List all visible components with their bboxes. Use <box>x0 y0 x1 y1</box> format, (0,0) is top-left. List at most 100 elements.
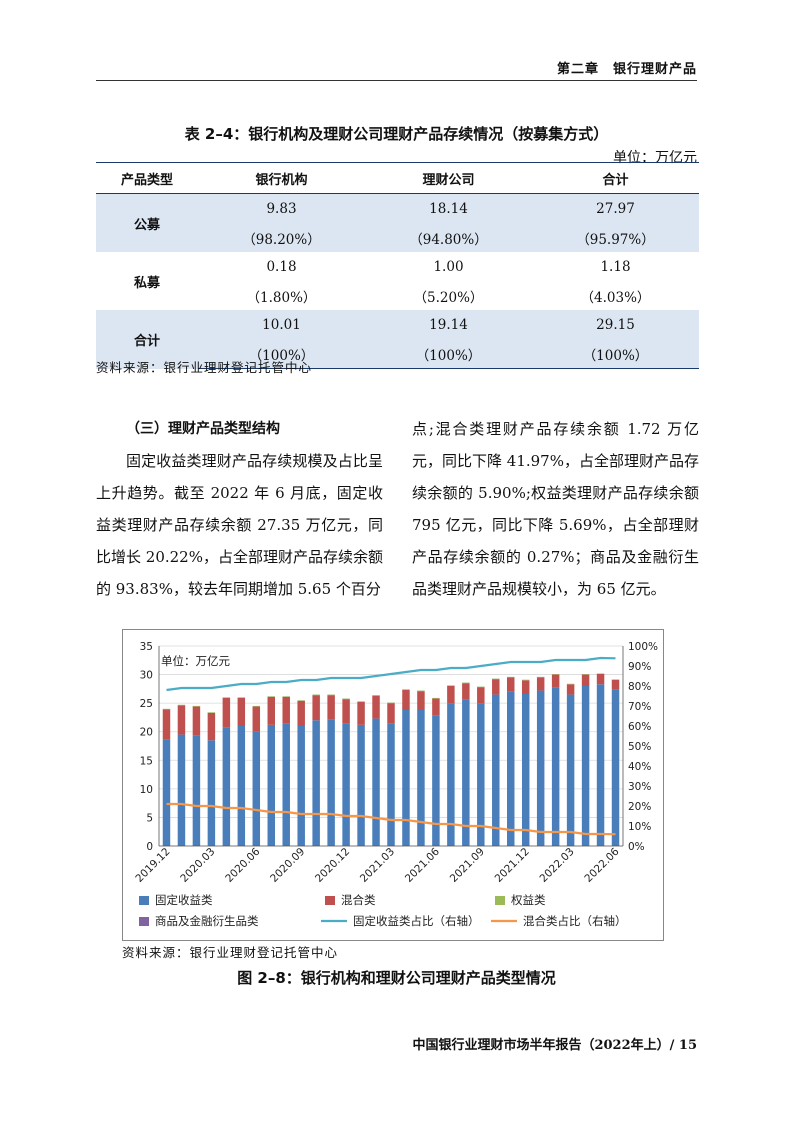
cell-percent: （100%） <box>365 339 532 369</box>
page-footer: 中国银行业理财市场半年报告（2022年上）/ 15 <box>412 1038 697 1053</box>
y-tick-label-right: 10% <box>628 821 651 833</box>
legend-label: 固定收益类 <box>155 893 213 907</box>
bar-权益类 <box>417 690 425 692</box>
bar-权益类 <box>521 679 530 681</box>
bar-固定收益类 <box>207 740 216 846</box>
bar-固定收益类 <box>462 699 470 846</box>
y-tick-label-right: 70% <box>628 701 651 713</box>
bar-权益类 <box>297 700 305 701</box>
table-header-cell: 理财公司 <box>365 162 532 194</box>
bar-混合类 <box>222 698 231 728</box>
bar-权益类 <box>492 678 500 680</box>
bar-混合类 <box>402 690 410 710</box>
cell-percent: （5.20%） <box>413 289 484 306</box>
y-tick-label-left: 5 <box>146 812 153 824</box>
bar-固定收益类 <box>357 724 365 846</box>
x-tick: 2021.09 <box>448 846 487 885</box>
y-tick-label-left: 15 <box>140 755 153 767</box>
x-tick-label: 2021.09 <box>448 846 487 885</box>
y-tick-label-left: 20 <box>140 727 153 739</box>
y-tick-label-left: 25 <box>140 698 153 710</box>
row-label: 私募 <box>133 275 160 291</box>
bar-固定收益类 <box>596 684 605 846</box>
x-tick-label: 2021.06 <box>403 845 442 884</box>
table-row: 公募 9.83 18.14 27.97 <box>96 193 699 252</box>
cell-percent: （98.20%） <box>198 223 365 252</box>
bar-权益类 <box>162 708 171 710</box>
body-paragraph: 固定收益类理财产品存续规模及占比呈上升趋势。截至 2022 年 6 月底，固定收… <box>96 452 383 598</box>
cell-percent: （1.80%） <box>246 289 317 306</box>
chart-frame: 0 5 10 15 20 25 30 35 0% 10% 20% 30% 40% 50% 60% 70% 80%… <box>122 629 664 941</box>
cell-value: 19.14 <box>365 310 532 339</box>
x-tick-label: 2019.12 <box>133 846 172 885</box>
row-label: 公募 <box>96 193 198 252</box>
bar-混合类 <box>536 677 545 691</box>
bar-混合类 <box>267 696 275 725</box>
bar-固定收益类 <box>372 718 380 846</box>
x-tick: 2022.03 <box>538 846 577 885</box>
cell-value: 0.18 <box>266 258 297 275</box>
bar-混合类 <box>162 709 171 740</box>
y-tick-label-right: 100% <box>628 641 658 653</box>
product-type-chart: 0 5 10 15 20 25 30 35 0% 10% 20% 30% 40% 50% 60% 70% 80%… <box>133 641 658 928</box>
x-tick-label: 2021.12 <box>493 846 532 885</box>
bar-固定收益类 <box>432 715 440 846</box>
cell-value: 1.18 <box>600 258 631 275</box>
x-tick: 2022.06 <box>582 845 621 884</box>
bar-固定收益类 <box>507 691 515 846</box>
bar-固定收益类 <box>222 727 231 846</box>
y-tick-label-left: 0 <box>146 841 153 853</box>
bar-权益类 <box>312 694 320 696</box>
legend-label: 混合类 <box>341 893 376 907</box>
chapter-header: 第二章 银行理财产品 <box>556 62 697 77</box>
section-subheading: （三）理财产品类型结构 <box>126 421 280 437</box>
legend-swatch <box>325 896 335 905</box>
bar-权益类 <box>252 706 261 707</box>
bar-固定收益类 <box>162 739 171 846</box>
text-column-left: （三）理财产品类型结构 固定收益类理财产品存续规模及占比呈上升趋势。截至 202… <box>96 413 383 605</box>
x-tick: 2019.12 <box>133 846 172 885</box>
cell-value: 29.15 <box>532 310 699 339</box>
x-tick: 2020.09 <box>268 846 307 885</box>
x-tick-label: 2020.09 <box>268 846 307 885</box>
x-tick: 2021.03 <box>358 846 397 885</box>
cell-percent: （100%） <box>532 339 699 369</box>
bar-固定收益类 <box>267 724 275 846</box>
bar-混合类 <box>596 674 605 685</box>
row-label: 合计 <box>96 310 198 369</box>
line-混合类占比（右轴） <box>166 802 616 836</box>
cell-value: 1.00 <box>433 258 464 275</box>
x-tick-label: 2020.06 <box>223 845 262 884</box>
bar-固定收益类 <box>492 694 500 846</box>
x-tick-label: 2022.03 <box>538 846 577 885</box>
y-tick-label-right: 90% <box>628 661 651 673</box>
bar-固定收益类 <box>192 735 201 846</box>
legend-label: 固定收益类占比（右轴） <box>353 914 480 928</box>
bar-固定收益类 <box>402 710 410 846</box>
bar-固定收益类 <box>387 723 395 846</box>
bar-权益类 <box>462 682 470 684</box>
x-tick-label: 2020.12 <box>313 846 352 885</box>
bar-权益类 <box>432 698 440 699</box>
bar-权益类 <box>387 702 395 704</box>
bar-混合类 <box>237 698 246 726</box>
table-source: 资料来源：银行业理财登记托管中心 <box>96 360 313 375</box>
x-tick-label: 2021.03 <box>358 846 397 885</box>
legend-label: 混合类占比（右轴） <box>523 914 627 928</box>
chart-source: 资料来源：银行业理财登记托管中心 <box>122 945 339 960</box>
y-tick-label-left: 10 <box>140 784 153 796</box>
bar-混合类 <box>432 698 440 716</box>
bars <box>162 673 620 846</box>
bar-混合类 <box>581 674 590 686</box>
y-tick-label-right: 20% <box>628 801 651 813</box>
y-tick-label-right: 60% <box>628 721 651 733</box>
body-paragraph: 点;混合类理财产品存续余额 1.72 万亿元，同比下降 41.97%，占全部理财… <box>412 420 699 598</box>
table-header-row: 产品类型 银行机构 理财公司 合计 <box>96 162 699 194</box>
bar-固定收益类 <box>477 703 485 846</box>
bar-权益类 <box>372 695 380 696</box>
legend-swatch <box>139 896 149 905</box>
bar-混合类 <box>372 695 380 719</box>
table-header-cell: 产品类型 <box>96 162 198 194</box>
bar-固定收益类 <box>551 687 560 846</box>
cell-value: 9.83 <box>198 193 365 223</box>
